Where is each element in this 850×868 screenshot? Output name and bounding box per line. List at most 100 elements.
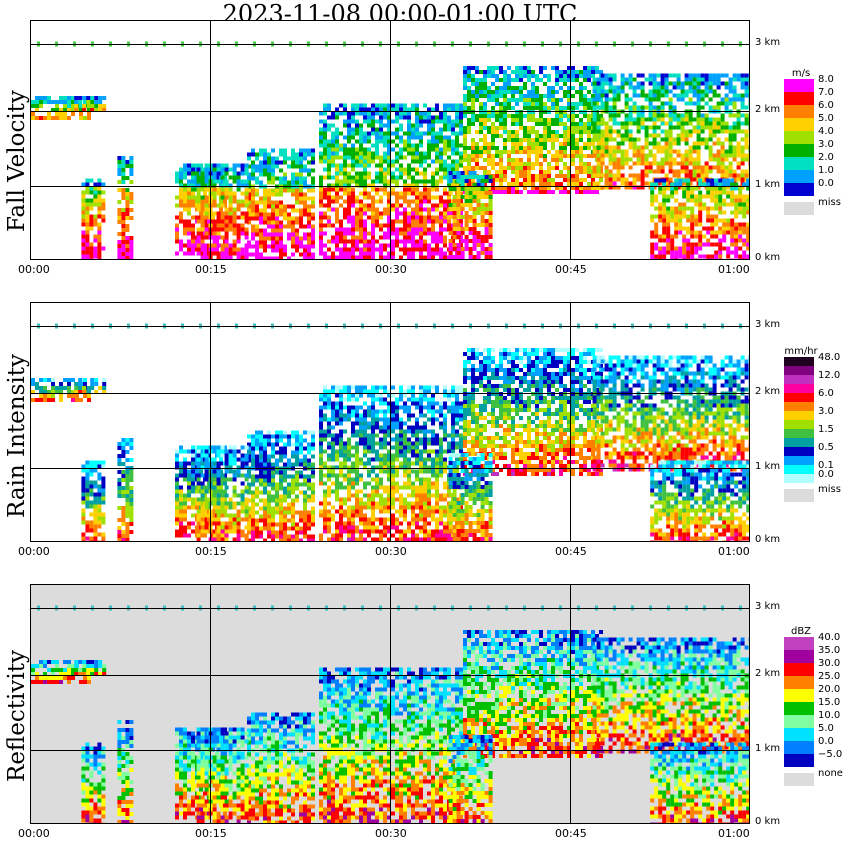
legend-entry: 0.0 <box>784 736 844 754</box>
rain-intensity-gridline-horizontal <box>31 468 749 469</box>
legend-label: 40.0 <box>818 632 841 643</box>
legend-entry: 1.0 <box>784 165 844 183</box>
legend-swatch <box>784 183 814 196</box>
legend-entry: 30.0 <box>784 658 844 676</box>
legend-swatch <box>784 384 814 393</box>
legend-label: 10.0 <box>818 710 841 721</box>
x-tick-label: 00:15 <box>195 827 227 840</box>
legend-entry: 6.0 <box>784 388 844 402</box>
legend-entry: 4.0 <box>784 126 844 144</box>
x-tick-label: 00:00 <box>18 545 50 558</box>
fall-velocity-gridline-horizontal <box>31 43 749 45</box>
reflectivity-gridline-horizontal <box>31 607 749 609</box>
legend-swatch <box>784 157 814 170</box>
legend-swatch <box>784 754 814 767</box>
legend-entry: 48.0 <box>784 352 844 366</box>
reflectivity-gridline-horizontal <box>31 675 749 676</box>
reflectivity-legend-unit: dBZ <box>790 626 812 637</box>
legend-entry: 3.0 <box>784 139 844 157</box>
legend-swatch <box>784 105 814 118</box>
legend-label: 5.0 <box>818 723 834 734</box>
legend-entry: 2.0 <box>784 152 844 170</box>
legend-missing-label: none <box>818 768 843 779</box>
x-tick-label: 01:00 <box>718 263 750 276</box>
rain-intensity-gridline-vertical <box>210 303 211 541</box>
height-tick-label: 0 km <box>755 252 781 263</box>
reflectivity-gridline-vertical <box>570 585 571 823</box>
legend-label: 1.0 <box>818 165 834 176</box>
legend-label: 6.0 <box>818 100 834 111</box>
x-tick-label: 00:15 <box>195 263 227 276</box>
fall-velocity-gridline-horizontal <box>31 111 749 112</box>
legend-entry: 25.0 <box>784 671 844 689</box>
fall-velocity-gridline-vertical <box>210 21 211 259</box>
x-tick-label: 00:30 <box>375 545 407 558</box>
legend-label: 8.0 <box>818 74 834 85</box>
height-tick-label: 0 km <box>755 816 781 827</box>
legend-missing-swatch <box>784 202 814 215</box>
legend-entry <box>784 438 844 447</box>
legend-missing-swatch <box>784 489 814 502</box>
legend-entry: 7.0 <box>784 87 844 105</box>
legend-swatch <box>784 715 814 728</box>
legend-swatch <box>784 429 814 438</box>
legend-swatch <box>784 420 814 429</box>
legend-missing-label: miss <box>818 484 841 495</box>
legend-label: 0.5 <box>818 442 834 453</box>
rain-intensity-legend-unit: mm/hr <box>784 346 818 357</box>
legend-entry: 8.0 <box>784 74 844 92</box>
legend-swatch <box>784 92 814 105</box>
x-tick-label: 01:00 <box>718 545 750 558</box>
fall-velocity-panel <box>30 20 750 260</box>
fall-velocity-legend-unit: m/s <box>791 68 811 79</box>
height-tick-label: 2 km <box>755 668 781 679</box>
legend-entry: 3.0 <box>784 406 844 420</box>
legend-label: 4.0 <box>818 126 834 137</box>
legend-missing-swatch <box>784 773 814 786</box>
legend-swatch <box>784 411 814 420</box>
legend-entry: 5.0 <box>784 723 844 741</box>
rain-intensity-gridline-horizontal <box>31 325 749 327</box>
legend-label: 6.0 <box>818 388 834 399</box>
rain-intensity-legend: mm/hr 48.0 12.0 6.0 3.0 1.5 0.5 0.1 0.0 miss <box>784 346 844 502</box>
legend-swatch <box>784 438 814 447</box>
legend-missing-entry: miss <box>784 197 844 215</box>
reflectivity-gridline-horizontal <box>31 750 749 751</box>
x-tick-label: 00:15 <box>195 545 227 558</box>
reflectivity-axis-label: Reflectivity <box>4 650 30 782</box>
legend-label: 5.0 <box>818 113 834 124</box>
legend-label: 48.0 <box>818 352 841 363</box>
legend-entry: 40.0 <box>784 632 844 650</box>
legend-swatch <box>784 650 814 663</box>
legend-swatch <box>784 676 814 689</box>
legend-missing-label: miss <box>818 197 841 208</box>
legend-entry <box>784 456 844 465</box>
legend-entry: 35.0 <box>784 645 844 663</box>
legend-label: −5.0 <box>818 749 843 760</box>
legend-swatch <box>784 689 814 702</box>
x-tick-label: 00:30 <box>375 827 407 840</box>
x-tick-label: 00:45 <box>555 545 587 558</box>
legend-swatch <box>784 663 814 676</box>
legend-label: 2.0 <box>818 152 834 163</box>
legend-swatch <box>784 741 814 754</box>
legend-swatch <box>784 118 814 131</box>
legend-entry <box>784 402 844 411</box>
legend-entry: 15.0 <box>784 697 844 715</box>
x-tick-label: 00:00 <box>18 263 50 276</box>
x-tick-label: 00:00 <box>18 827 50 840</box>
legend-label: 0.1 <box>818 460 834 471</box>
legend-swatch <box>784 170 814 183</box>
height-tick-label: 3 km <box>755 318 781 330</box>
legend-label: 30.0 <box>818 658 841 669</box>
legend-missing-entry: none <box>784 768 844 786</box>
legend-label: 7.0 <box>818 87 834 98</box>
legend-label: 25.0 <box>818 671 841 682</box>
height-tick-label: 0 km <box>755 534 781 545</box>
fall-velocity-gridline-vertical <box>390 21 391 259</box>
legend-entry: 0.0 <box>784 469 844 483</box>
rain-intensity-gridline-horizontal <box>31 393 749 394</box>
legend-swatch <box>784 357 814 366</box>
legend-swatch <box>784 465 814 474</box>
legend-swatch <box>784 144 814 157</box>
